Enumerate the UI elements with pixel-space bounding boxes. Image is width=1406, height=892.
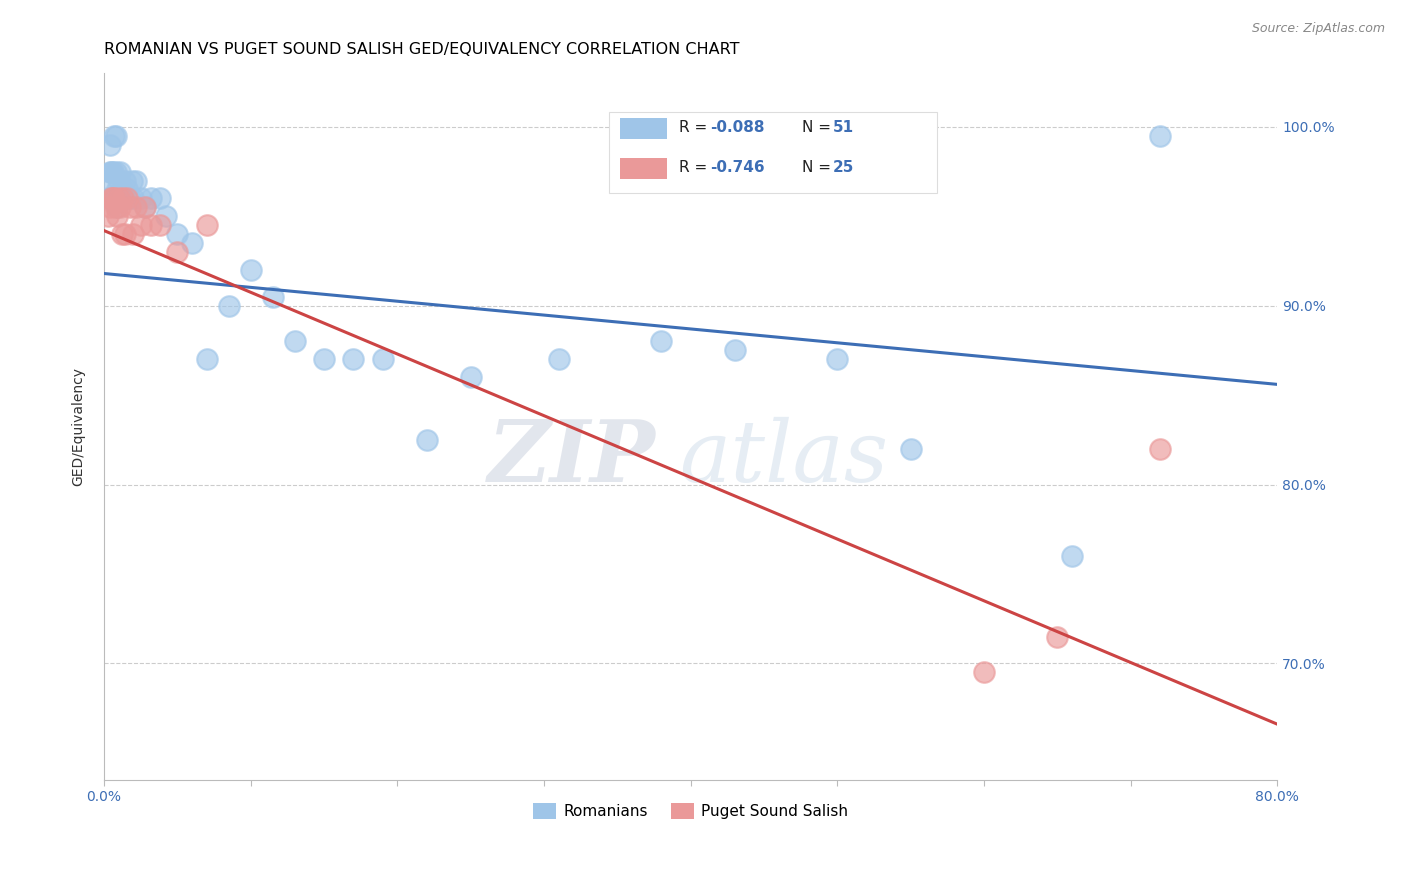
Point: [371, 352, 394, 367]
Point: [105, 209, 128, 223]
Point: [262, 290, 284, 304]
Text: ROMANIAN VS PUGET SOUND SALISH GED/EQUIVALENCY CORRELATION CHART: ROMANIAN VS PUGET SOUND SALISH GED/EQUIV…: [104, 42, 740, 57]
Point: [112, 191, 135, 205]
Point: [218, 299, 240, 313]
Point: [98, 164, 121, 178]
Point: [105, 200, 128, 214]
Point: [103, 191, 125, 205]
Text: 51: 51: [832, 120, 853, 135]
Point: [100, 164, 122, 178]
Point: [1060, 549, 1083, 563]
Point: [195, 218, 218, 232]
Point: [973, 665, 995, 680]
Point: [96, 173, 118, 187]
Point: [129, 191, 152, 205]
Point: [103, 191, 125, 205]
Point: [98, 137, 121, 152]
Point: [114, 173, 136, 187]
Point: [107, 191, 129, 205]
Point: [1046, 630, 1069, 644]
Point: [107, 173, 129, 187]
FancyBboxPatch shape: [609, 112, 936, 194]
Bar: [620, 118, 668, 139]
Point: [103, 128, 125, 143]
Point: [110, 227, 132, 242]
Point: [97, 209, 120, 223]
Point: [110, 182, 132, 196]
Point: [149, 191, 172, 205]
Point: [415, 433, 437, 447]
Text: N =: N =: [801, 161, 837, 176]
Point: [117, 182, 139, 196]
Text: 25: 25: [832, 161, 853, 176]
Text: R =: R =: [679, 120, 711, 135]
Point: [155, 209, 177, 223]
Point: [115, 191, 138, 205]
Point: [120, 200, 142, 214]
Text: Source: ZipAtlas.com: Source: ZipAtlas.com: [1251, 22, 1385, 36]
Point: [827, 352, 849, 367]
Point: [1149, 128, 1171, 143]
Point: [112, 191, 135, 205]
Point: [125, 200, 148, 214]
Point: [100, 191, 122, 205]
Point: [104, 164, 127, 178]
Text: atlas: atlas: [679, 417, 889, 500]
Point: [122, 191, 145, 205]
Point: [134, 200, 156, 214]
Text: -0.746: -0.746: [710, 161, 765, 176]
Point: [121, 173, 143, 187]
Y-axis label: GED/Equivalency: GED/Equivalency: [72, 367, 86, 486]
Point: [101, 191, 124, 205]
Point: [120, 191, 142, 205]
Point: [125, 173, 148, 187]
Point: [181, 236, 204, 251]
Point: [97, 191, 120, 205]
Point: [149, 218, 172, 232]
Point: [312, 352, 335, 367]
Point: [139, 191, 162, 205]
Point: [108, 164, 131, 178]
Legend: Romanians, Puget Sound Salish: Romanians, Puget Sound Salish: [527, 797, 855, 825]
Point: [117, 191, 139, 205]
Point: [342, 352, 364, 367]
Point: [105, 182, 128, 196]
Point: [139, 218, 162, 232]
Point: [104, 128, 127, 143]
Point: [101, 164, 124, 178]
Text: N =: N =: [801, 120, 837, 135]
Point: [107, 191, 129, 205]
Text: R =: R =: [679, 161, 711, 176]
Point: [239, 263, 262, 277]
Point: [900, 442, 922, 456]
Point: [650, 334, 672, 349]
Point: [166, 245, 188, 260]
Point: [101, 191, 124, 205]
Point: [104, 200, 127, 214]
Point: [1149, 442, 1171, 456]
Point: [547, 352, 569, 367]
Point: [134, 200, 156, 214]
Point: [108, 200, 131, 214]
Point: [100, 191, 122, 205]
Point: [122, 227, 145, 242]
Point: [166, 227, 188, 242]
Point: [98, 200, 121, 214]
Point: [129, 218, 152, 232]
Point: [284, 334, 307, 349]
Point: [108, 191, 131, 205]
Text: -0.088: -0.088: [710, 120, 765, 135]
Text: ZIP: ZIP: [488, 417, 655, 500]
Bar: [620, 158, 668, 179]
Point: [460, 370, 482, 384]
Point: [195, 352, 218, 367]
Point: [723, 343, 745, 358]
Point: [114, 227, 136, 242]
